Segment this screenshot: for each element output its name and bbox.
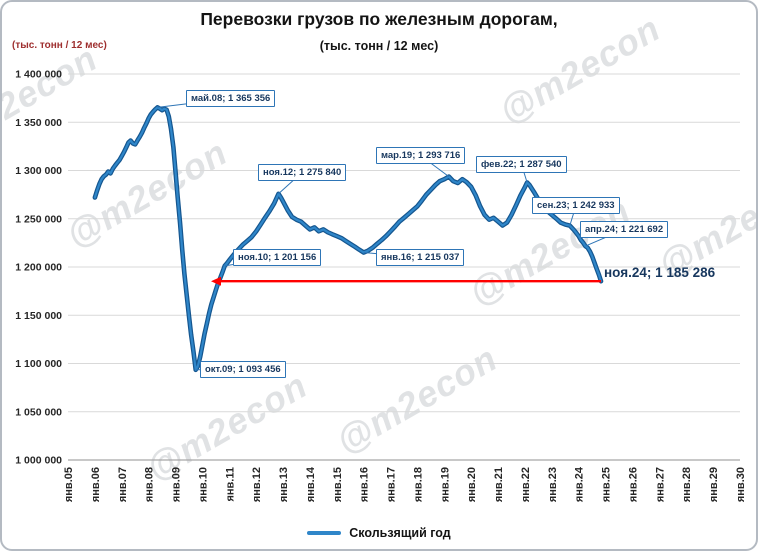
annotation-leader <box>569 205 577 226</box>
y-tick-label: 1 050 000 <box>15 406 62 418</box>
annotation-leader <box>585 229 625 247</box>
x-tick-label: янв.11 <box>224 467 236 502</box>
series-line-outline <box>92 105 604 373</box>
x-tick-label: янв.10 <box>197 467 209 502</box>
y-tick-label: 1 300 000 <box>15 165 62 177</box>
x-tick-label: янв.20 <box>466 467 478 502</box>
annotation-leader <box>420 155 450 178</box>
x-tick-label: янв.27 <box>654 467 666 502</box>
legend-line-swatch <box>307 531 342 535</box>
x-tick-label: янв.29 <box>708 467 720 502</box>
annotation-leader <box>363 252 421 258</box>
x-tick-label: янв.26 <box>627 467 639 502</box>
annotation-leader <box>521 164 528 183</box>
x-tick-label: янв.08 <box>144 467 156 502</box>
x-tick-label: янв.25 <box>601 467 613 502</box>
x-tick-label: янв.23 <box>547 467 559 502</box>
x-tick-label: янв.07 <box>117 467 129 502</box>
x-tick-label: янв.24 <box>574 466 586 502</box>
x-tick-label: янв.15 <box>332 467 344 502</box>
annotation-leader <box>157 98 231 108</box>
x-tick-label: янв.09 <box>171 467 183 502</box>
reference-arrowhead <box>211 276 222 286</box>
y-tick-label: 1 250 000 <box>15 213 62 225</box>
x-tick-label: янв.14 <box>305 466 317 502</box>
x-tick-label: янв.28 <box>681 467 693 502</box>
axis-unit-label: (тыс. тонн / 12 мес) <box>12 40 107 51</box>
page-subtitle: (тыс. тонн / 12 мес) <box>319 39 439 53</box>
x-tick-label: янв.05 <box>63 467 75 502</box>
x-tick-label: янв.06 <box>90 467 102 502</box>
x-tick-label: янв.17 <box>386 467 398 502</box>
x-tick-label: янв.18 <box>412 467 424 502</box>
x-tick-label: янв.16 <box>359 467 371 502</box>
y-tick-label: 1 100 000 <box>15 358 62 370</box>
x-tick-label: янв.13 <box>278 467 290 502</box>
y-tick-label: 1 350 000 <box>15 117 62 129</box>
x-tick-label: янв.19 <box>439 467 451 502</box>
x-tick-label: янв.21 <box>493 467 505 502</box>
y-tick-label: 1 000 000 <box>15 455 62 467</box>
y-tick-label: 1 200 000 <box>15 262 62 274</box>
legend-label: Скользящий год <box>349 526 451 540</box>
legend: Скользящий год <box>2 526 756 540</box>
series-line <box>93 106 603 371</box>
x-tick-label: янв.22 <box>520 467 532 502</box>
page-title: Перевозки грузов по железным дорогам, <box>200 9 558 29</box>
y-tick-label: 1 150 000 <box>15 310 62 322</box>
x-tick-label: янв.30 <box>735 467 747 502</box>
y-tick-label: 1 400 000 <box>15 69 62 81</box>
x-tick-label: янв.12 <box>251 467 263 502</box>
annotation-leader <box>278 172 303 195</box>
